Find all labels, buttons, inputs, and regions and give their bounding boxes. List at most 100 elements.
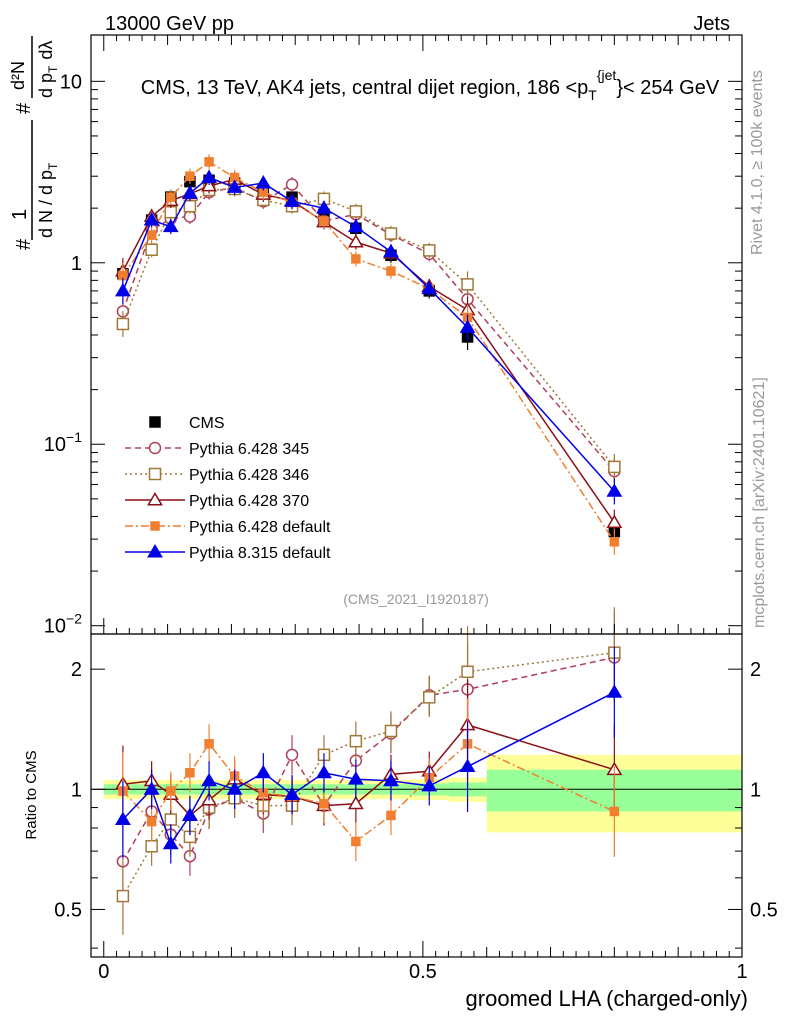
ratio-line-pythia-6-428-346 [122, 651, 615, 897]
main-line-pythia-6-428-default [122, 160, 615, 543]
main-point [201, 178, 217, 192]
legend-marker [148, 441, 162, 455]
legend-label: Pythia 6.428 346 [189, 467, 309, 484]
ratio-point [423, 691, 436, 704]
main-point [114, 282, 131, 297]
title-prefix: CMS, 13 TeV, AK4 jets, central dijet reg… [141, 77, 589, 99]
ratio-point [185, 768, 195, 778]
ratio-y-tick-label-right: 1 [750, 779, 761, 801]
ratio-y-tick-label-right: 2 [750, 659, 761, 681]
main-y-tick-label: 1 [71, 253, 82, 275]
main-point [386, 266, 396, 276]
main-point [347, 234, 364, 248]
ratio-point [386, 810, 396, 821]
main-point [183, 199, 197, 213]
ratio-point [319, 799, 329, 809]
chart-title: CMS, 13 TeV, AK4 jets, central dijet reg… [141, 67, 720, 103]
main-point [609, 537, 620, 547]
ylabel-hash-1: # [13, 238, 35, 250]
ratio-y-tick-label: 0.5 [54, 899, 82, 921]
legend-entry-pythia-8-315-default: Pythia 8.315 default [125, 544, 331, 562]
title-sub: T [588, 87, 597, 103]
ratio-series-pythia-8-315-default [114, 646, 623, 864]
main-point [349, 205, 363, 218]
ratio-point [383, 772, 399, 787]
main-point [421, 280, 438, 295]
legend-entry-cms: CMS [149, 415, 225, 432]
axes: 10−2 10−1 1 10 0.5 0.5 1 1 2 2 0 0.5 1 [44, 34, 778, 983]
main-point [116, 317, 130, 331]
legend-entry-pythia-6-428-345: Pythia 6.428 345 [125, 441, 309, 458]
legend-entry-pythia-6-428-346: Pythia 6.428 346 [125, 467, 309, 484]
title-suffix: }< 254 GeV [616, 77, 720, 99]
main-line-pythia-8-315-default [122, 176, 615, 492]
ylabel-frac-den: d N / d pT [36, 162, 60, 238]
main-y-tick-label: 10 [60, 71, 82, 93]
main-point [162, 218, 179, 233]
x-tick-label: 0.5 [409, 961, 437, 983]
main-panel-series [114, 154, 623, 555]
x-tick-label: 1 [736, 961, 747, 983]
ratio-point [182, 807, 198, 821]
main-point [347, 218, 364, 233]
main-y-axis-label: # 1 d N / d pT # d²N d pTdλ [8, 36, 60, 250]
main-y-tick-label: 10−2 [44, 611, 82, 638]
ratio-plot-frame [90, 633, 743, 958]
legend-marker [147, 492, 163, 506]
ratio-point [609, 806, 620, 817]
main-point [459, 319, 476, 333]
energy-label: 13000 GeV pp [105, 13, 234, 35]
legend-marker [148, 467, 162, 481]
main-point [226, 179, 243, 193]
main-series-pythia-8-315-default [114, 169, 623, 505]
main-point [164, 205, 178, 219]
ylabel-hash-2: # [13, 102, 35, 114]
main-point [285, 178, 299, 191]
main-point [606, 514, 623, 529]
main-point [146, 230, 157, 240]
main-y-tick-label: 10−1 [44, 429, 82, 456]
main-point [204, 157, 214, 167]
analysis-watermark: (CMS_2021_I1920187) [343, 591, 489, 607]
legend-entry-pythia-6-428-370: Pythia 6.428 370 [125, 492, 309, 510]
ylabel-inner-num: d²N [8, 61, 28, 90]
ratio-point [384, 724, 398, 738]
x-axis-label: groomed LHA (charged-only) [466, 986, 748, 1011]
ratio-point [143, 781, 160, 795]
ratio-point [255, 764, 272, 779]
ylabel-inner-den: d pTdλ [36, 41, 60, 98]
ratio-panel-series [114, 607, 623, 935]
ratio-line-pythia-8-315-default [122, 691, 615, 846]
main-point [255, 175, 272, 189]
ratio-point [116, 889, 130, 903]
ratio-point [114, 811, 131, 825]
main-point [185, 171, 195, 181]
main-point [423, 244, 436, 257]
ratio-y-tick-label-right: 0.5 [750, 899, 778, 921]
main-series-pythia-6-428-345 [116, 176, 621, 485]
ratio-y-tick-label: 1 [71, 779, 82, 801]
legend-marker [150, 521, 160, 531]
legend-label: Pythia 8.315 default [189, 545, 331, 562]
legend-label: Pythia 6.428 370 [189, 493, 309, 510]
ratio-y-axis-label: Ratio to CMS [23, 750, 40, 839]
legend-label: CMS [189, 415, 225, 432]
ratio-point [459, 758, 476, 773]
ylabel-frac-num: 1 [9, 209, 31, 220]
ratio-point [284, 786, 300, 801]
mcplots-label: mcplots.cern.ch [arXiv:2401.10621] [751, 377, 768, 628]
legend: CMS Pythia 6.428 345 Pythia 6.428 346 Pythi… [125, 415, 331, 562]
x-tick-label: 0 [98, 961, 109, 983]
ratio-point [351, 836, 361, 847]
main-point [384, 227, 398, 240]
rivet-version-label: Rivet 4.1.0, ≥ 100k events [749, 70, 766, 255]
ratio-point [347, 795, 364, 810]
main-point [284, 193, 300, 207]
main-point [182, 185, 198, 199]
ratio-point [285, 748, 299, 762]
main-point [608, 460, 621, 474]
ratio-point [347, 771, 364, 785]
ratio-y-tick-label: 2 [71, 659, 82, 681]
main-point [461, 278, 474, 291]
